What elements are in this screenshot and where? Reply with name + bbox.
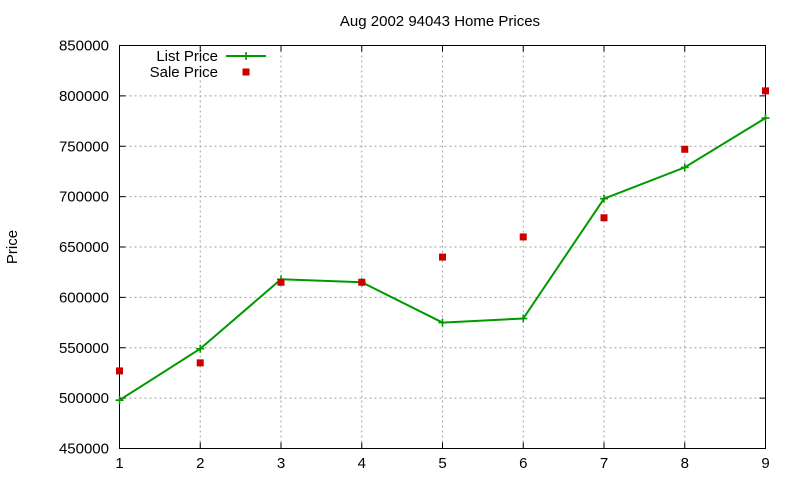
data-point	[197, 359, 204, 366]
x-tick-label: 5	[438, 455, 446, 472]
legend-label: List Price	[156, 48, 218, 65]
y-tick-label: 800000	[59, 88, 109, 105]
x-tick-label: 4	[358, 455, 366, 472]
data-point	[358, 279, 365, 286]
data-point	[278, 279, 285, 286]
y-axis-label: Price	[4, 230, 21, 264]
x-tick-label: 9	[761, 455, 769, 472]
y-tick-label: 650000	[59, 239, 109, 256]
data-point	[116, 367, 123, 374]
x-tick-label: 1	[115, 455, 123, 472]
x-tick-label: 8	[681, 455, 689, 472]
legend-label: Sale Price	[150, 64, 218, 81]
data-point	[681, 146, 688, 153]
data-point	[762, 87, 769, 94]
legend-entry: List Price	[156, 48, 266, 65]
x-tick-label: 3	[277, 455, 285, 472]
y-tick-label: 500000	[59, 390, 109, 407]
y-tick-label: 700000	[59, 189, 109, 206]
axis-ticks: 1 2 3 4 5 6 7 8 9 450000 500000 550000 600000 650000 7…	[59, 38, 770, 473]
legend-marker	[243, 69, 250, 76]
legend-marker	[242, 52, 250, 60]
y-tick-label: 550000	[59, 340, 109, 357]
legend-entry: Sale Price	[150, 64, 250, 81]
y-tick-label: 850000	[59, 38, 109, 55]
x-tick-label: 7	[600, 455, 608, 472]
x-tick-label: 6	[519, 455, 527, 472]
grid	[120, 46, 766, 449]
data-point	[439, 254, 446, 261]
data-point	[520, 233, 527, 240]
chart-title: Aug 2002 94043 Home Prices	[340, 13, 540, 30]
y-tick-label: 750000	[59, 138, 109, 155]
y-tick-label: 600000	[59, 289, 109, 306]
x-tick-label: 2	[196, 455, 204, 472]
y-tick-label: 450000	[59, 441, 109, 458]
data-point	[601, 214, 608, 221]
data-point	[439, 319, 447, 327]
